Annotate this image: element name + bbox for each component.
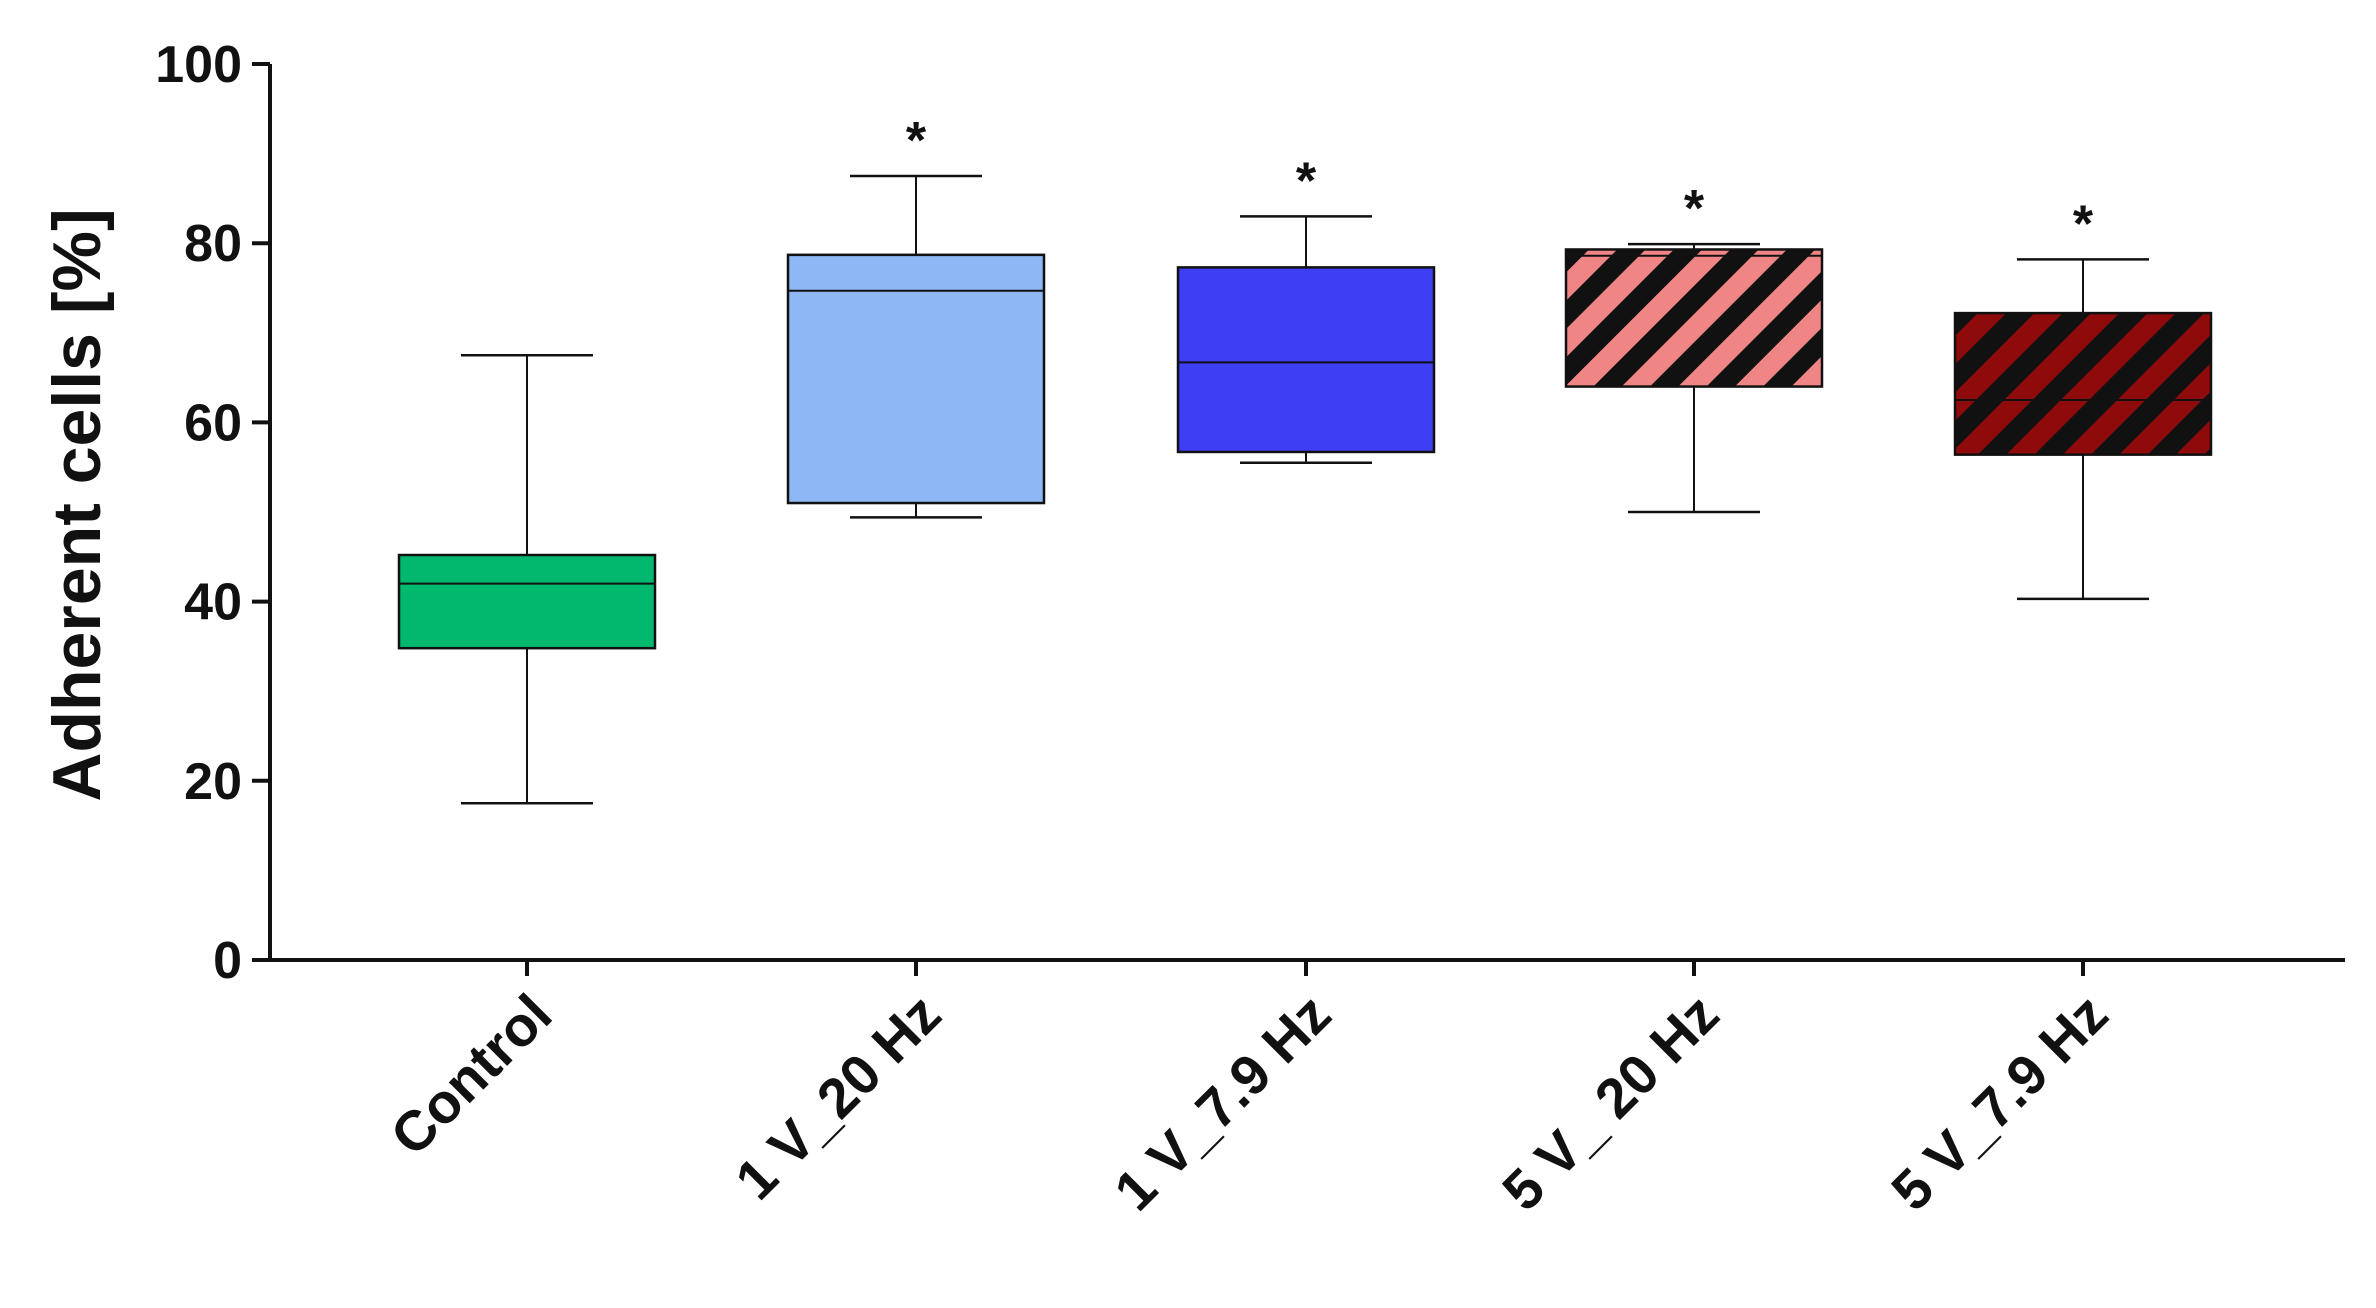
x-tick-label: 1 V_20 Hz — [723, 982, 952, 1211]
box-2: * — [786, 112, 1046, 519]
box-1 — [397, 353, 657, 805]
significance-marker: * — [1296, 152, 1317, 210]
box-iqr — [1564, 248, 1824, 388]
y-tick-label: 40 — [184, 574, 242, 632]
box-4: * — [1564, 180, 1824, 514]
y-tick-label: 100 — [155, 36, 242, 94]
box-iqr — [1953, 311, 2213, 456]
box-3: * — [1176, 152, 1436, 464]
y-axis-label: Adherent cells [%] — [39, 208, 115, 801]
y-tick-label: 20 — [184, 753, 242, 811]
x-tick-label: Control — [378, 982, 563, 1167]
box-iqr — [397, 553, 657, 650]
box-5: * — [1953, 195, 2213, 601]
x-tick-label: 5 V_7.9 Hz — [1879, 982, 2119, 1222]
plot-area: * * * * — [397, 112, 2213, 805]
significance-marker: * — [1684, 180, 1705, 238]
y-tick-label: 80 — [184, 215, 242, 273]
box-iqr — [1176, 266, 1436, 454]
significance-marker: * — [906, 112, 927, 170]
x-tick-label: 5 V_ 20 Hz — [1490, 982, 1730, 1222]
x-tick-label: 1 V_7.9 Hz — [1102, 982, 1342, 1222]
y-tick-label: 60 — [184, 394, 242, 452]
y-tick-label: 0 — [213, 932, 242, 990]
box-iqr — [786, 253, 1046, 505]
significance-marker: * — [2073, 195, 2094, 253]
